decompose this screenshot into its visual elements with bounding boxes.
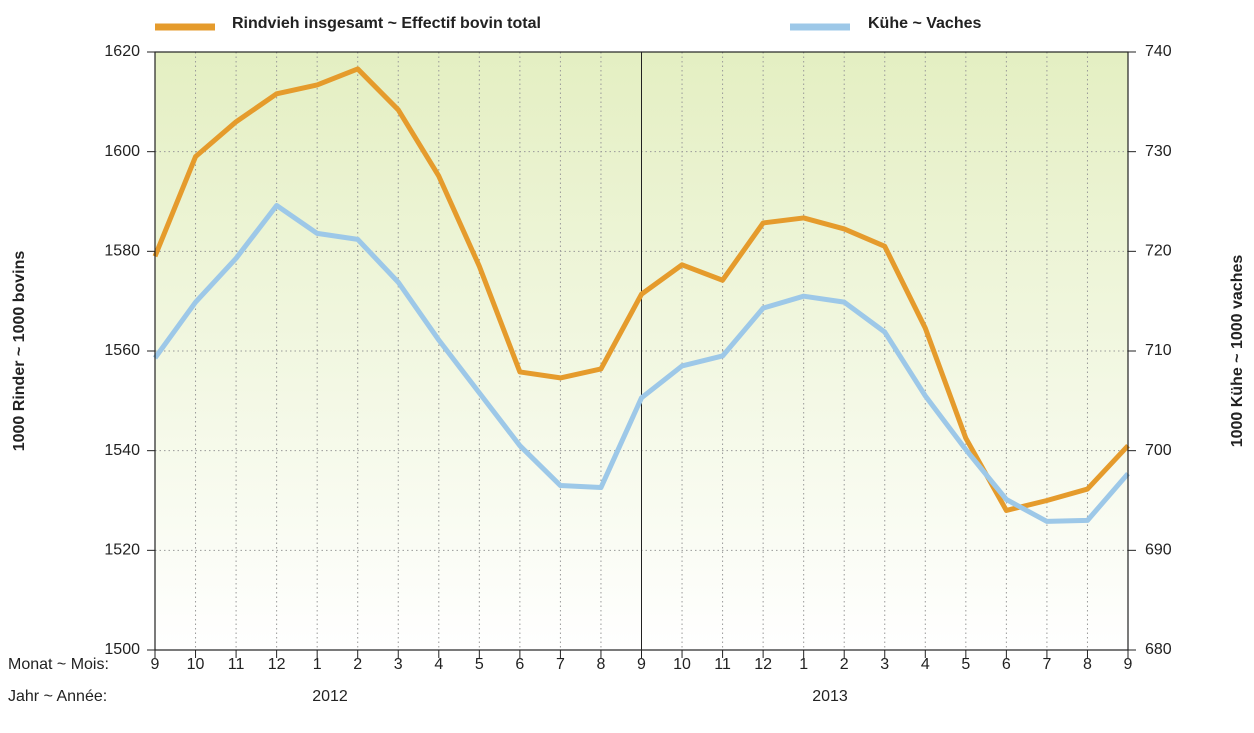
grid (155, 51, 1128, 651)
y-tick-label: 1580 (104, 243, 140, 260)
x-tick-label: 8 (597, 656, 606, 673)
x-tick-label: 8 (1083, 656, 1092, 673)
x-tick-label: 5 (475, 656, 484, 673)
x-tick-label: 6 (1002, 656, 1011, 673)
y-tick-label: 1560 (104, 342, 140, 359)
y-tick-label: 1600 (104, 143, 140, 160)
year-label: 2013 (812, 688, 848, 705)
series-line (152, 66, 1130, 513)
y2-tick-label: 710 (1145, 342, 1172, 359)
x-tick-label: 7 (556, 656, 565, 673)
x-tick-label: 5 (961, 656, 970, 673)
marks (152, 66, 1130, 524)
x-tick-label: 12 (754, 656, 772, 673)
y2-tick-label: 700 (1145, 442, 1172, 459)
x-tick-label: 9 (637, 656, 646, 673)
y2-tick-label: 720 (1145, 243, 1172, 260)
y-tick-label: 1520 (104, 542, 140, 559)
x-tick-label: 4 (434, 656, 443, 673)
y-axis-label: 1000 Rinder ~ 1000 bovins (11, 251, 28, 452)
x-tick-label: 6 (515, 656, 524, 673)
x-tick-label: 11 (228, 656, 245, 673)
y2-tick-label: 730 (1145, 143, 1172, 160)
year-row-title: Jahr ~ Année: (8, 688, 107, 705)
x-tick-label: 9 (1124, 656, 1133, 673)
y-tick-label: 1540 (104, 442, 140, 459)
x-tick-label: 9 (151, 656, 160, 673)
x-tick-label: 1 (799, 656, 808, 673)
x-tick-label: 1 (313, 656, 322, 673)
legend-label: Kühe ~ Vaches (868, 15, 981, 32)
y2-tick-label: 740 (1145, 43, 1172, 60)
series-line (152, 202, 1130, 524)
legend-label: Rindvieh insgesamt ~ Effectif bovin tota… (232, 15, 541, 32)
x-tick-label: 2 (353, 656, 362, 673)
x-tick-label: 7 (1042, 656, 1051, 673)
x-tick-label: 11 (714, 656, 731, 673)
x-tick-label: 3 (394, 656, 403, 673)
y-tick-label: 1620 (104, 43, 140, 60)
x-tick-label: 4 (921, 656, 930, 673)
y2-tick-label: 680 (1145, 641, 1172, 658)
x-tick-label: 2 (840, 656, 849, 673)
y-tick-label: 1500 (104, 641, 140, 658)
year-label: 2012 (312, 688, 348, 705)
x-tick-label: 10 (673, 656, 691, 673)
y2-tick-label: 690 (1145, 542, 1172, 559)
x-tick-label: 10 (187, 656, 205, 673)
x-tick-label: 12 (268, 656, 286, 673)
y2-axis-label: 1000 Kühe ~ 1000 vaches (1229, 255, 1246, 448)
month-row-title: Monat ~ Mois: (8, 656, 109, 673)
x-tick-label: 3 (880, 656, 889, 673)
